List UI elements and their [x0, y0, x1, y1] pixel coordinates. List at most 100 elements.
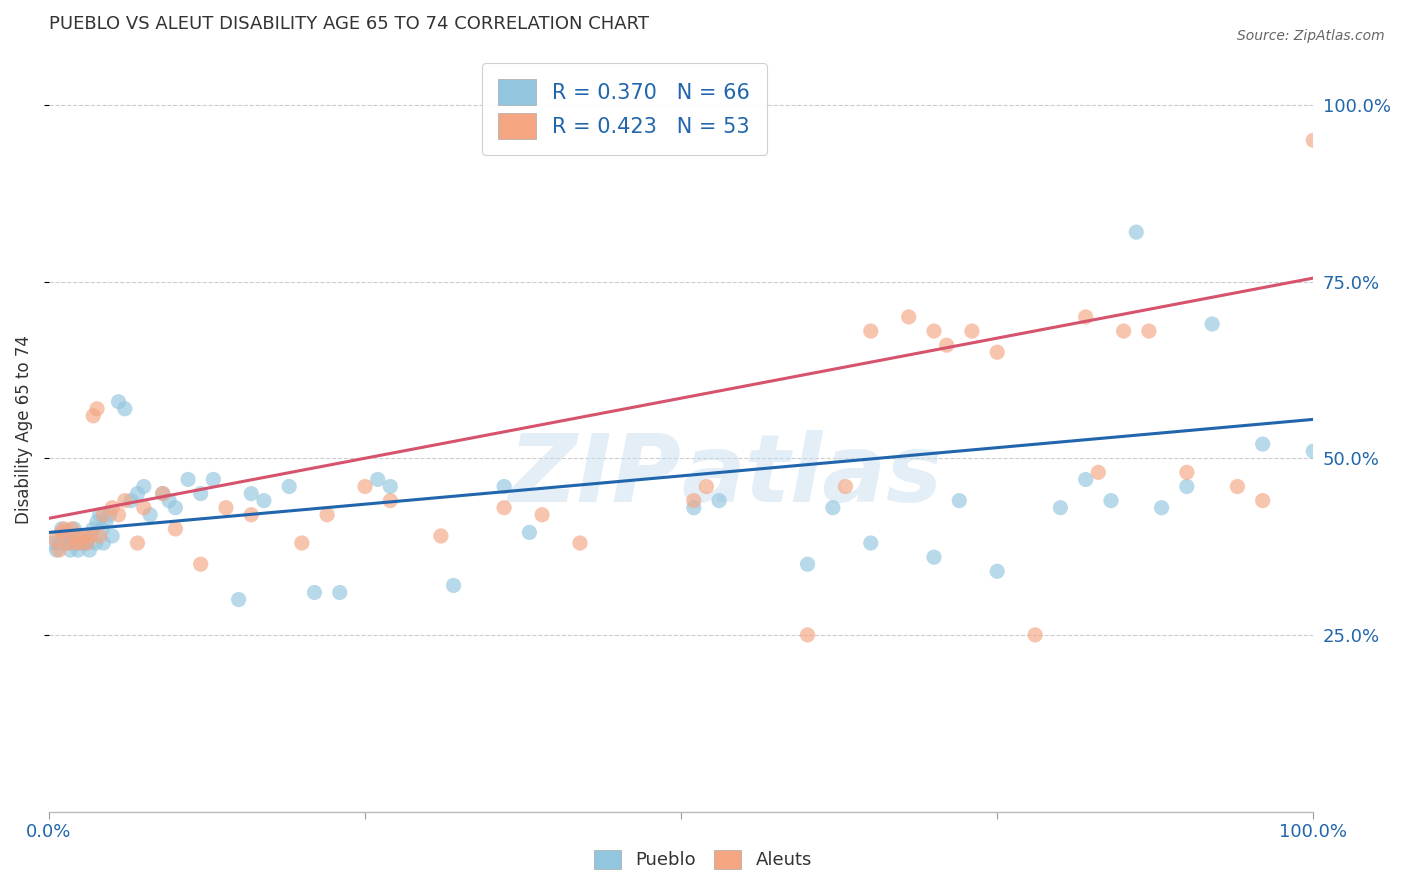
Point [60, 522, 83, 536]
Point [1074, 310, 1097, 324]
Point [76, 536, 98, 550]
Point [1074, 472, 1097, 486]
Point [56, 536, 79, 550]
Point [82, 409, 104, 423]
Point [1137, 324, 1160, 338]
Point [1112, 324, 1135, 338]
Point [120, 493, 142, 508]
Point [80, 529, 103, 543]
Point [165, 522, 187, 536]
Point [101, 529, 124, 543]
Point [1251, 493, 1274, 508]
Point [1024, 628, 1046, 642]
Point [91, 536, 114, 550]
Point [519, 525, 541, 540]
Point [1175, 466, 1198, 480]
Point [707, 493, 730, 508]
Text: PUEBLO VS ALEUT DISABILITY AGE 65 TO 74 CORRELATION CHART: PUEBLO VS ALEUT DISABILITY AGE 65 TO 74 … [49, 15, 650, 33]
Point [152, 486, 174, 500]
Point [48, 536, 70, 550]
Point [569, 536, 592, 550]
Point [56, 536, 79, 550]
Point [922, 324, 945, 338]
Point [89, 529, 111, 543]
Point [291, 536, 314, 550]
Point [1099, 493, 1122, 508]
Point [430, 529, 453, 543]
Point [859, 536, 882, 550]
Point [79, 543, 101, 558]
Point [935, 338, 957, 352]
Point [859, 324, 882, 338]
Point [494, 500, 516, 515]
Point [329, 585, 352, 599]
Point [91, 508, 114, 522]
Point [1175, 479, 1198, 493]
Point [1302, 444, 1324, 458]
Point [51, 525, 73, 540]
Point [86, 401, 108, 416]
Point [1087, 466, 1109, 480]
Point [101, 500, 124, 515]
Point [240, 508, 263, 522]
Point [278, 479, 301, 493]
Point [80, 529, 103, 543]
Point [69, 536, 91, 550]
Point [986, 345, 1008, 359]
Point [51, 522, 73, 536]
Point [948, 493, 970, 508]
Point [157, 493, 180, 508]
Point [240, 486, 263, 500]
Point [60, 529, 83, 543]
Point [66, 536, 89, 550]
Point [63, 522, 86, 536]
Point [91, 522, 114, 536]
Point [796, 628, 818, 642]
Point [960, 324, 983, 338]
Point [695, 479, 717, 493]
Point [84, 536, 107, 550]
Point [127, 486, 149, 500]
Point [44, 533, 66, 547]
Point [63, 536, 86, 550]
Point [228, 592, 250, 607]
Point [821, 500, 844, 515]
Point [114, 401, 136, 416]
Point [215, 500, 238, 515]
Point [42, 536, 65, 550]
Point [494, 479, 516, 493]
Point [76, 536, 98, 550]
Point [107, 508, 129, 522]
Point [531, 508, 554, 522]
Point [73, 536, 96, 550]
Point [380, 479, 402, 493]
Point [682, 500, 704, 515]
Point [316, 508, 339, 522]
Point [48, 543, 70, 558]
Point [132, 500, 155, 515]
Point [834, 479, 856, 493]
Point [59, 543, 82, 558]
Legend: Pueblo, Aleuts: Pueblo, Aleuts [585, 841, 821, 879]
Point [190, 558, 212, 572]
Point [1125, 225, 1147, 239]
Point [86, 515, 108, 529]
Point [897, 310, 920, 324]
Point [443, 578, 465, 592]
Point [66, 529, 89, 543]
Point [354, 479, 377, 493]
Point [132, 479, 155, 493]
Point [82, 522, 104, 536]
Point [202, 472, 225, 486]
Point [922, 550, 945, 565]
Text: ZIP: ZIP [508, 430, 681, 522]
Point [177, 472, 200, 486]
Text: atlas: atlas [681, 430, 942, 522]
Point [127, 536, 149, 550]
Point [107, 394, 129, 409]
Point [1251, 437, 1274, 451]
Point [53, 522, 76, 536]
Point [1049, 500, 1071, 515]
Point [70, 529, 93, 543]
Point [152, 486, 174, 500]
